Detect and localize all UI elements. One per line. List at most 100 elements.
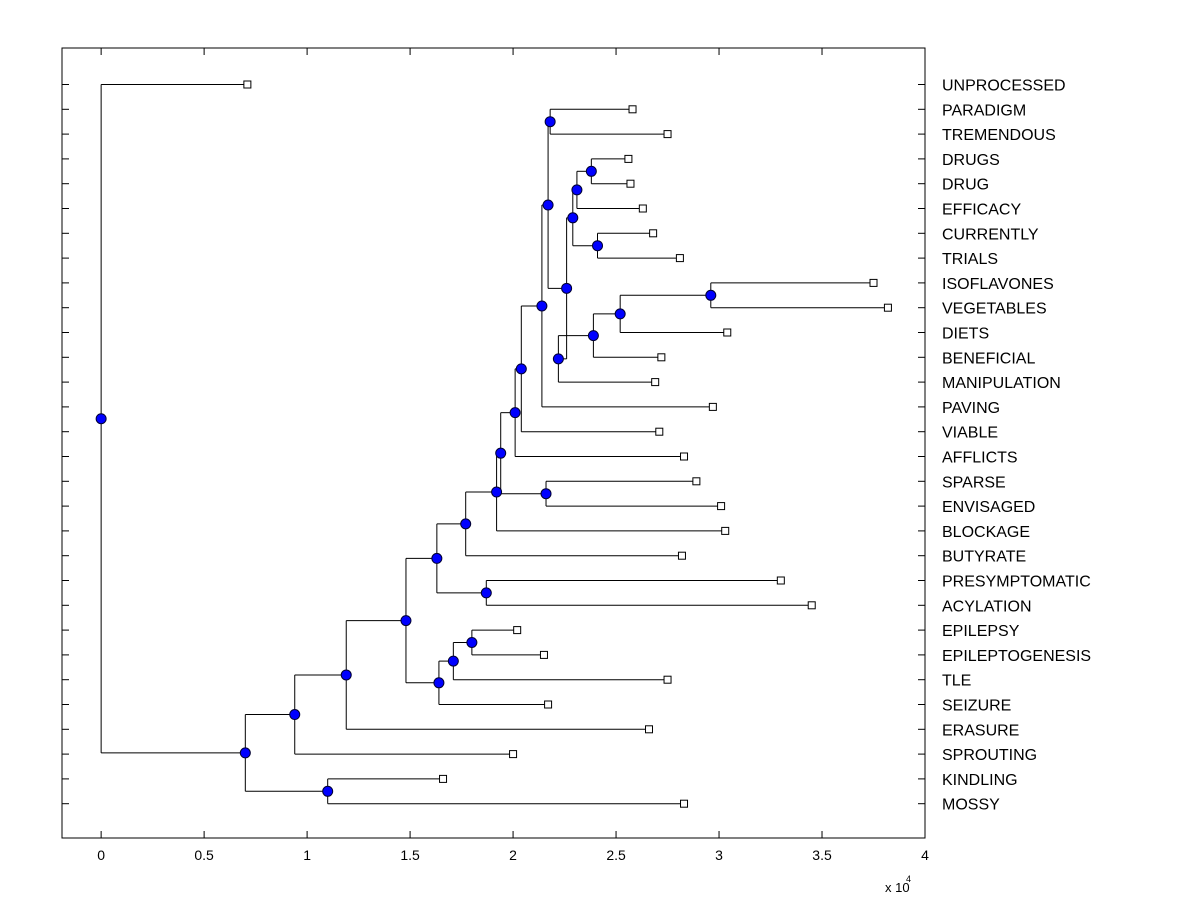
merge-node-s	[480, 587, 492, 599]
leaf-marker-diets	[723, 328, 732, 337]
leaf-marker-sparse	[692, 477, 701, 486]
leaf-label-viable: VIABLE	[942, 425, 998, 442]
merge-node-i	[552, 353, 564, 365]
merge-node-q	[491, 486, 503, 498]
leaf-label-presymptomatic: PRESYMPTOMATIC	[942, 574, 1091, 591]
leaf-marker-unprocessed	[243, 80, 252, 89]
leaf-marker-seizure	[544, 700, 553, 709]
merge-node-d	[592, 240, 604, 252]
leaf-label-tremendous: TREMENDOUS	[942, 127, 1056, 144]
merge-node-l	[536, 300, 548, 312]
y-axis-ticks	[62, 84, 925, 805]
leaf-label-blockage: BLOCKAGE	[942, 524, 1030, 541]
leaf-label-vegetables: VEGETABLES	[942, 301, 1047, 318]
leaf-marker-butyrate	[677, 551, 686, 560]
leaf-labels: UNPROCESSED PARADIGM TREMENDOUS DRUGS DRUG EF…	[942, 78, 1091, 814]
leaf-marker-acylation	[807, 601, 816, 610]
x-tick-label-1: 0.5	[194, 847, 214, 863]
merge-node-c	[571, 184, 583, 196]
x-tick-label-8: 4	[921, 847, 929, 863]
leaf-label-beneficial: BENEFICIAL	[942, 350, 1035, 367]
leaf-marker-trials	[675, 254, 684, 263]
leaf-marker-drug	[626, 179, 635, 188]
leaf-marker-tremendous	[663, 130, 672, 139]
merge-node-f	[705, 289, 717, 301]
x-axis-multiplier-exponent: 4	[906, 874, 911, 884]
leaf-marker-sprouting	[509, 750, 518, 759]
merge-node-z	[289, 709, 301, 721]
leaf-label-drug: DRUG	[942, 177, 989, 194]
merge-node-m	[515, 363, 527, 375]
merge-node-b	[585, 165, 597, 177]
leaf-label-envisaged: ENVISAGED	[942, 499, 1035, 516]
leaf-marker-currently	[649, 229, 658, 238]
x-tick-label-0: 0	[97, 847, 105, 863]
x-axis-multiplier: x 10	[885, 880, 910, 895]
leaf-marker-paradigm	[628, 105, 637, 114]
merge-node-h	[587, 330, 599, 342]
merge-node-r	[460, 518, 472, 530]
leaf-marker-epileptogenesis	[539, 650, 548, 659]
leaf-label-efficacy: EFFICACY	[942, 202, 1021, 219]
plot-frame	[61, 47, 926, 839]
leaf-marker-beneficial	[657, 353, 666, 362]
leaf-marker-kindling	[439, 774, 448, 783]
leaf-label-drugs: DRUGS	[942, 152, 1000, 169]
merge-node-p	[495, 447, 507, 459]
leaf-label-isoflavones: ISOFLAVONES	[942, 276, 1054, 293]
leaf-marker-paving	[708, 402, 717, 411]
leaf-marker-epilepsy	[513, 626, 522, 635]
leaf-label-mossy: MOSSY	[942, 797, 1000, 814]
leaf-label-tle: TLE	[942, 673, 971, 690]
x-axis: 0 0.5 1 1.5 2 2.5 3 3.5 4	[97, 48, 929, 863]
merge-node-j	[561, 282, 573, 294]
leaf-label-paving: PAVING	[942, 400, 1000, 417]
merge-node-u	[466, 637, 478, 648]
leaf-label-epileptogenesis: EPILEPTOGENESIS	[942, 648, 1091, 665]
merge-node-x	[400, 615, 412, 627]
leaf-label-butyrate: BUTYRATE	[942, 549, 1026, 566]
merge-node-n	[509, 407, 521, 419]
merge-node-v	[447, 655, 459, 667]
leaf-label-acylation: ACYLATION	[942, 598, 1032, 615]
leaf-marker-afflicts	[680, 452, 689, 461]
merge-node-ab	[239, 747, 251, 759]
leaf-marker-mossy	[680, 799, 689, 808]
merge-node-aa	[322, 785, 334, 797]
leaf-label-diets: DIETS	[942, 326, 989, 343]
merge-node-o	[540, 488, 552, 500]
leaf-label-paradigm: PARADIGM	[942, 102, 1026, 119]
leaf-label-afflicts: AFFLICTS	[942, 450, 1018, 467]
leaf-label-sprouting: SPROUTING	[942, 747, 1037, 764]
merge-node-root	[95, 413, 107, 425]
merge-node-y	[340, 669, 352, 681]
leaf-markers	[243, 80, 892, 808]
leaf-marker-presymptomatic	[776, 576, 785, 585]
x-tick-label-4: 2	[509, 847, 517, 863]
leaf-marker-tle	[663, 675, 672, 684]
leaf-label-sparse: SPARSE	[942, 474, 1006, 491]
leaf-marker-drugs	[624, 154, 633, 163]
merge-node-e	[567, 212, 579, 224]
x-tick-label-5: 2.5	[606, 847, 626, 863]
x-tick-label-3: 1.5	[400, 847, 420, 863]
leaf-label-unprocessed: UNPROCESSED	[942, 78, 1066, 95]
leaf-marker-isoflavones	[869, 278, 878, 287]
merge-node-w	[433, 677, 445, 689]
merge-node-k	[542, 199, 554, 211]
leaf-label-erasure: ERASURE	[942, 722, 1019, 739]
merge-node-a	[544, 116, 556, 128]
leaf-marker-envisaged	[717, 502, 726, 511]
leaf-marker-erasure	[645, 725, 654, 734]
merge-node-g	[614, 308, 626, 320]
x-tick-label-6: 3	[715, 847, 723, 863]
leaf-marker-efficacy	[638, 204, 647, 213]
leaf-label-currently: CURRENTLY	[942, 226, 1039, 243]
leaf-marker-viable	[655, 427, 664, 436]
leaf-label-seizure: SEIZURE	[942, 698, 1011, 715]
merge-node-t	[431, 552, 443, 564]
x-tick-label-7: 3.5	[812, 847, 832, 863]
merge-nodes	[95, 116, 717, 797]
leaf-label-kindling: KINDLING	[942, 772, 1018, 789]
